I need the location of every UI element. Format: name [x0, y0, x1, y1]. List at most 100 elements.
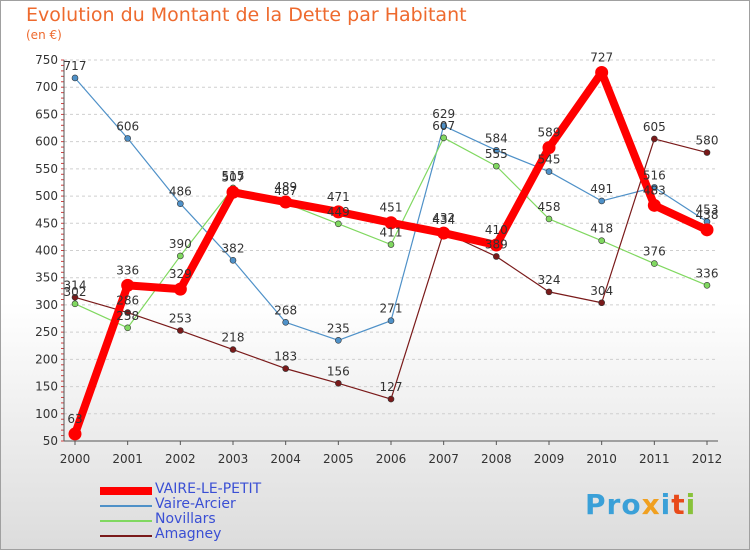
- data-point: [387, 395, 395, 403]
- data-label: 434: [432, 213, 455, 227]
- data-label: 486: [169, 185, 192, 199]
- data-point: [387, 317, 395, 325]
- x-tick-label: 2006: [376, 452, 407, 466]
- data-point: [437, 226, 451, 240]
- data-label: 471: [327, 190, 350, 204]
- data-point: [335, 220, 342, 228]
- legend-swatch: [100, 487, 152, 495]
- data-point: [282, 365, 289, 372]
- data-point: [493, 162, 500, 170]
- y-tick-label: 400: [35, 244, 58, 258]
- y-tick-label: 300: [35, 298, 58, 312]
- data-label: 271: [380, 302, 403, 316]
- data-point: [700, 223, 714, 237]
- y-tick-label: 150: [35, 380, 58, 394]
- x-tick-label: 2007: [428, 452, 459, 466]
- data-point: [440, 134, 447, 142]
- data-label: 727: [590, 51, 613, 65]
- data-point: [384, 216, 398, 230]
- x-tick-label: 2000: [60, 452, 91, 466]
- y-tick-label: 350: [35, 271, 58, 285]
- data-point: [331, 205, 345, 219]
- data-label: 629: [432, 107, 455, 121]
- data-label: 127: [380, 380, 403, 394]
- data-label: 235: [327, 321, 350, 335]
- data-label: 589: [538, 126, 561, 140]
- data-label: 258: [116, 309, 139, 323]
- data-point: [335, 380, 342, 387]
- y-tick-label: 550: [35, 162, 58, 176]
- data-point: [71, 74, 79, 82]
- data-point: [282, 319, 289, 326]
- x-tick-label: 2003: [218, 452, 249, 466]
- data-label: 302: [64, 285, 87, 299]
- data-label: 580: [696, 134, 719, 148]
- data-label: 411: [380, 226, 403, 240]
- logo-part: i: [660, 488, 672, 521]
- data-label: 451: [380, 201, 403, 215]
- data-label: 489: [274, 180, 297, 194]
- y-tick-label: 250: [35, 325, 58, 339]
- x-tick-label: 2012: [692, 452, 723, 466]
- x-tick-label: 2005: [323, 452, 354, 466]
- data-label: 418: [590, 222, 613, 236]
- data-point: [651, 135, 658, 143]
- data-label: 183: [274, 350, 297, 364]
- data-point: [177, 200, 184, 207]
- data-point: [598, 197, 605, 205]
- data-label: 607: [432, 119, 455, 133]
- data-point: [68, 427, 82, 441]
- y-tick-label: 50: [43, 434, 58, 448]
- x-tick-label: 2004: [270, 452, 301, 466]
- data-label: 491: [590, 182, 613, 196]
- data-point: [121, 278, 135, 292]
- data-label: 304: [590, 284, 613, 298]
- data-label: 584: [485, 131, 508, 145]
- data-point: [493, 147, 500, 154]
- data-point: [226, 185, 240, 199]
- x-tick-label: 2009: [534, 452, 565, 466]
- data-point: [71, 300, 79, 308]
- data-label: 329: [169, 267, 192, 281]
- data-label: 438: [696, 208, 719, 222]
- y-tick-label: 700: [35, 80, 58, 94]
- data-label: 218: [222, 331, 245, 345]
- proxiti-logo: Proxiti: [585, 488, 696, 521]
- data-point: [177, 327, 184, 334]
- data-point: [651, 260, 658, 267]
- data-label: 515: [222, 169, 245, 183]
- data-point: [598, 299, 605, 307]
- data-point: [545, 168, 553, 175]
- data-label: 458: [538, 200, 561, 214]
- logo-part: i: [685, 488, 697, 521]
- data-label: 336: [116, 263, 139, 277]
- data-point: [124, 135, 131, 142]
- data-label: 453: [696, 203, 719, 217]
- data-point: [124, 324, 131, 332]
- data-labels: 717 606 486 382 268 235 271 629 584 545 491 516 453 3…: [64, 51, 719, 426]
- legend-label: VAIRE-LE-PETIT: [155, 481, 262, 497]
- y-tick-label: 750: [35, 53, 58, 67]
- data-label: 507: [222, 170, 245, 184]
- data-label: 606: [116, 119, 139, 133]
- data-point: [440, 122, 447, 130]
- data-point: [595, 66, 609, 80]
- data-label: 389: [485, 237, 508, 251]
- data-point: [173, 282, 187, 296]
- legend-label: Novillars: [155, 511, 216, 527]
- data-point: [542, 141, 556, 155]
- x-tick-label: 2011: [639, 452, 670, 466]
- data-point: [124, 309, 131, 316]
- series-group: [68, 66, 714, 441]
- legend-swatch: [100, 505, 152, 507]
- data-point: [647, 198, 661, 212]
- y-tick-label: 500: [35, 189, 58, 203]
- data-point: [71, 294, 79, 301]
- data-point: [545, 215, 553, 223]
- data-label: 487: [274, 184, 297, 198]
- data-label: 483: [643, 183, 666, 197]
- data-point: [335, 337, 342, 344]
- data-label: 449: [327, 205, 350, 219]
- data-point: [489, 238, 503, 252]
